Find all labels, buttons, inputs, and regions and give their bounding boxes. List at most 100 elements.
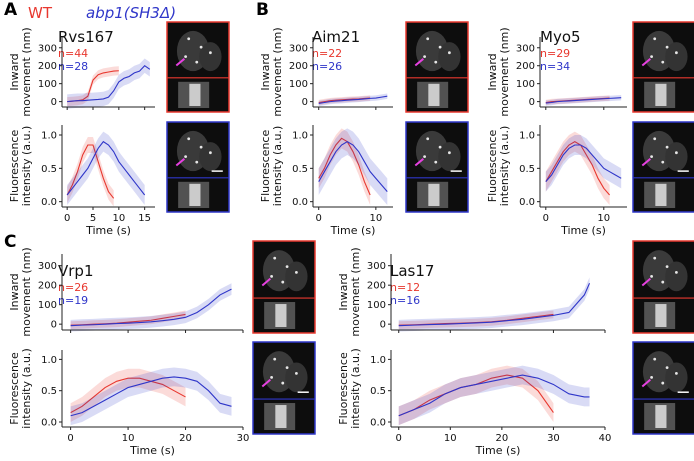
band-movement-4-1 bbox=[398, 277, 590, 332]
xtick-label-intensity-1-0: 0 bbox=[316, 213, 322, 224]
line-intensity-3-1 bbox=[70, 376, 232, 417]
spot-mut-3-2 bbox=[270, 375, 273, 379]
line-movement-0-1 bbox=[67, 64, 151, 103]
ytick-label-movement-0-3: 300 bbox=[38, 43, 57, 54]
xlabel-4: Time (s) bbox=[475, 444, 521, 457]
n-wt-1: n=22 bbox=[312, 47, 342, 60]
ytick-label-movement-1-1: 100 bbox=[289, 79, 308, 90]
spot-wt-3-0 bbox=[273, 256, 277, 260]
xtick-label-intensity-0-3: 15 bbox=[138, 213, 151, 224]
spot-wt-0-2 bbox=[184, 55, 188, 58]
line-intensity-2-0 bbox=[545, 141, 611, 196]
spot-mut-3-0 bbox=[273, 357, 277, 361]
spot-mut-0-4 bbox=[195, 160, 199, 164]
ylabel-movement-2-a: Inward bbox=[486, 53, 499, 90]
spot-mut-4-4 bbox=[661, 381, 665, 385]
ytick-label-intensity-4-2: 1.0 bbox=[370, 355, 386, 366]
spot-wt-3-2 bbox=[270, 274, 273, 278]
line-movement-1-1 bbox=[318, 95, 388, 104]
spot-mut-1-2 bbox=[423, 155, 426, 158]
ytick-label-intensity-1-1: 0.5 bbox=[292, 164, 308, 175]
ytick-label-intensity-0-2: 1.0 bbox=[41, 131, 57, 142]
kymograph-signal-wt-4 bbox=[655, 304, 667, 327]
ytick-label-intensity-0-1: 0.5 bbox=[41, 164, 57, 175]
panel-letter-c: C bbox=[4, 232, 16, 252]
cell-wt-4-b bbox=[665, 261, 688, 292]
ytick-label-movement-0-0: 0 bbox=[51, 97, 57, 108]
ytick-label-movement-3-1: 100 bbox=[38, 300, 57, 311]
cell-mut-1-b bbox=[438, 142, 461, 172]
xtick-label-intensity-4-2: 20 bbox=[496, 433, 509, 444]
ytick-label-intensity-4-0: 0.0 bbox=[370, 417, 386, 428]
protein-title-3: Vrp1 bbox=[58, 262, 94, 280]
micrograph-mut-4 bbox=[632, 341, 694, 435]
protein-title-1: Aim21 bbox=[312, 28, 360, 46]
arrow-wt-3 bbox=[261, 277, 272, 287]
kymograph-signal-wt-3 bbox=[275, 304, 287, 327]
spot-mut-0-1 bbox=[199, 145, 203, 149]
band-movement-3-1 bbox=[70, 283, 232, 332]
ylabel-intensity-4-a: Fluorescence bbox=[337, 352, 350, 425]
spot-mut-1-0 bbox=[426, 137, 430, 141]
kymograph-signal-mut-1 bbox=[428, 183, 440, 206]
ytick-label-movement-4-1: 100 bbox=[367, 300, 386, 311]
ytick-label-movement-4-0: 0 bbox=[380, 320, 386, 331]
spot-wt-1-3 bbox=[448, 51, 451, 55]
xtick-label-intensity-2-1: 10 bbox=[597, 213, 610, 224]
spot-mut-4-1 bbox=[665, 366, 669, 370]
ytick-label-movement-3-2: 200 bbox=[38, 281, 57, 292]
ytick-label-movement-0-2: 200 bbox=[38, 61, 57, 72]
spot-wt-0-0 bbox=[187, 37, 191, 41]
arrow-wt-0 bbox=[175, 58, 185, 67]
xlabel-1: Time (s) bbox=[330, 224, 376, 237]
panel-letter-a: A bbox=[4, 0, 18, 20]
micrograph-mut-1 bbox=[405, 121, 469, 213]
spot-mut-2-3 bbox=[675, 151, 678, 155]
legend: WT abp1(SH3Δ) bbox=[28, 4, 176, 22]
kymograph-signal-mut-4 bbox=[655, 405, 667, 428]
line-movement-4-1 bbox=[398, 283, 591, 327]
legend-wt: WT bbox=[28, 4, 53, 22]
spot-mut-1-1 bbox=[438, 145, 442, 149]
band-intensity-2-0 bbox=[545, 131, 610, 205]
spot-mut-2-1 bbox=[665, 145, 669, 149]
ytick-label-intensity-3-1: 0.5 bbox=[41, 386, 57, 397]
arrow-mut-1 bbox=[414, 158, 424, 167]
spot-mut-2-0 bbox=[653, 137, 657, 141]
ytick-label-movement-4-2: 200 bbox=[367, 281, 386, 292]
ytick-label-movement-2-2: 200 bbox=[516, 61, 535, 72]
band-intensity-0-1 bbox=[67, 131, 145, 205]
ytick-label-movement-3-0: 0 bbox=[51, 320, 57, 331]
ylabel-movement-3-a: Inward bbox=[8, 273, 21, 310]
micrograph-wt-1 bbox=[405, 21, 469, 113]
legend-mutant: abp1(SH3Δ) bbox=[86, 4, 176, 22]
n-mut-1: n=26 bbox=[312, 60, 342, 73]
cell-wt-1-b bbox=[438, 42, 461, 72]
n-wt-4: n=12 bbox=[390, 281, 420, 294]
xtick-label-intensity-2-0: 0 bbox=[543, 213, 549, 224]
xtick-label-intensity-3-3: 30 bbox=[237, 433, 250, 444]
ytick-label-intensity-3-2: 1.0 bbox=[41, 355, 57, 366]
ytick-label-movement-4-3: 300 bbox=[367, 261, 386, 272]
n-wt-3: n=26 bbox=[58, 281, 88, 294]
ylabel-movement-4-a: Inward bbox=[337, 273, 350, 310]
spot-wt-3-4 bbox=[281, 280, 285, 284]
line-intensity-0-0 bbox=[66, 144, 115, 199]
spot-mut-3-1 bbox=[285, 366, 289, 370]
ylabel-movement-2-b: movement (nm) bbox=[498, 27, 511, 116]
xtick-label-intensity-4-3: 30 bbox=[547, 433, 560, 444]
ytick-label-movement-2-1: 100 bbox=[516, 79, 535, 90]
protein-title-2: Myo5 bbox=[540, 28, 581, 46]
spot-mut-4-2 bbox=[650, 375, 653, 379]
ytick-label-intensity-3-0: 0.0 bbox=[41, 417, 57, 428]
spot-mut-2-2 bbox=[650, 155, 653, 158]
spot-wt-2-4 bbox=[661, 60, 665, 64]
ylabel-movement-1-a: Inward bbox=[259, 53, 272, 90]
kymograph-signal-mut-3 bbox=[275, 405, 287, 428]
spot-mut-3-3 bbox=[295, 371, 298, 375]
ytick-label-movement-1-2: 200 bbox=[289, 61, 308, 72]
xlabel-3: Time (s) bbox=[129, 444, 175, 457]
